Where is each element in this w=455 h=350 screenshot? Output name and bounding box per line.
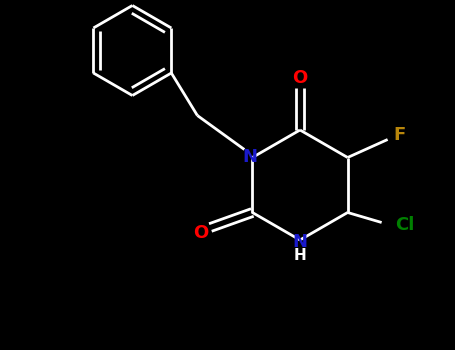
Text: O: O — [193, 224, 208, 241]
Text: N: N — [293, 233, 308, 251]
Text: Cl: Cl — [395, 217, 415, 235]
Text: O: O — [293, 69, 308, 87]
Text: H: H — [293, 248, 306, 264]
Text: N: N — [243, 148, 258, 167]
Text: F: F — [394, 126, 406, 144]
